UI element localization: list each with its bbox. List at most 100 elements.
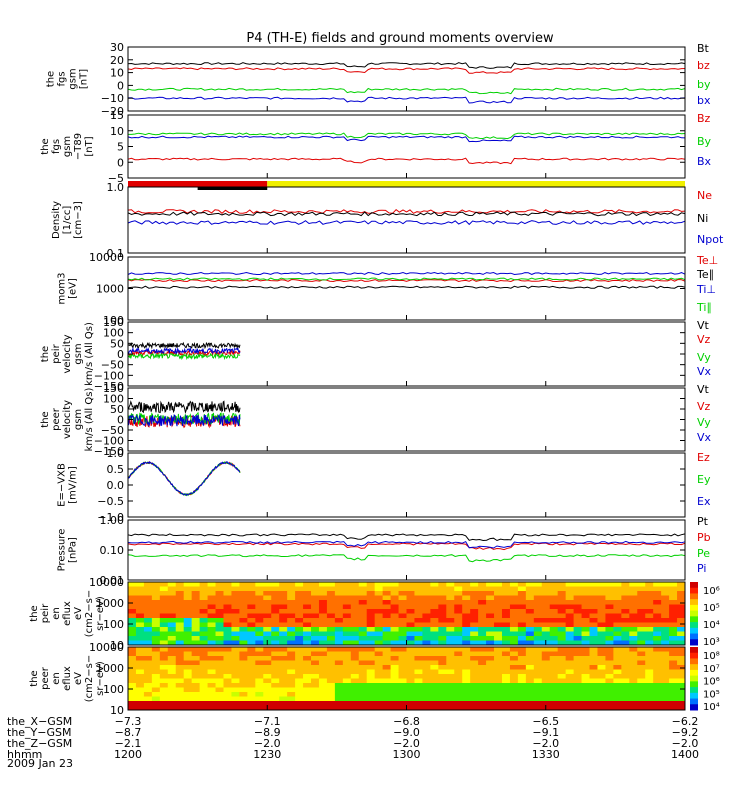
- heatmap-cell: [271, 665, 280, 670]
- heatmap-cell: [661, 705, 670, 711]
- heatmap-cell: [215, 687, 224, 693]
- heatmap-cell: [326, 651, 336, 657]
- heatmap-cell: [390, 636, 400, 641]
- heatmap-cell: [255, 674, 264, 679]
- heatmap-cell: [263, 613, 272, 619]
- heatmap-cell: [581, 647, 591, 652]
- heatmap-cell: [358, 701, 368, 706]
- heatmap-cell: [231, 705, 240, 711]
- heatmap-cell: [215, 618, 224, 623]
- heatmap-cell: [159, 669, 169, 675]
- legend-entry: Vz: [697, 400, 711, 413]
- heatmap-cell: [143, 636, 153, 641]
- heatmap-cell: [374, 631, 384, 637]
- heatmap-cell: [597, 683, 606, 688]
- heatmap-cell: [223, 665, 232, 670]
- heatmap-cell: [494, 660, 503, 666]
- heatmap-cell: [573, 609, 583, 614]
- heatmap-cell: [390, 674, 400, 679]
- heatmap-cell: [478, 678, 487, 684]
- heatmap-cell: [589, 631, 598, 637]
- y-tick-label: 10: [110, 639, 124, 652]
- heatmap-cell: [215, 631, 224, 637]
- series-line-bx: [127, 96, 686, 104]
- heatmap-cell: [247, 669, 256, 675]
- heatmap-cell: [446, 622, 455, 628]
- heatmap-cell: [406, 656, 415, 661]
- y-tick-label: 0: [117, 156, 124, 169]
- heatmap-cell: [494, 647, 503, 652]
- heatmap-cell: [509, 692, 519, 697]
- series-line-Ex: [127, 461, 241, 497]
- heatmap-cell: [501, 669, 511, 675]
- heatmap-cell: [207, 647, 217, 652]
- heatmap-cell: [303, 651, 312, 657]
- heatmap-cell: [589, 647, 598, 652]
- heatmap-cell: [231, 640, 240, 646]
- heatmap-cell: [669, 613, 678, 619]
- heatmap-cell: [629, 701, 638, 706]
- heatmap-cell: [279, 656, 288, 661]
- heatmap-cell: [374, 665, 384, 670]
- heatmap-cell: [581, 640, 591, 646]
- heatmap-cell: [605, 647, 614, 652]
- heatmap-cell: [486, 613, 495, 619]
- heatmap-cell: [239, 609, 248, 614]
- heatmap-cell: [501, 613, 511, 619]
- heatmap-cell: [573, 586, 583, 592]
- heatmap-cell: [342, 591, 352, 596]
- heatmap-cell: [470, 631, 479, 637]
- heatmap-cell: [279, 705, 288, 711]
- heatmap-cell: [175, 600, 185, 605]
- heatmap-cell: [494, 669, 503, 675]
- heatmap-cell: [581, 687, 591, 693]
- heatmap-cell: [135, 627, 145, 632]
- heatmap-cell: [517, 622, 527, 628]
- heatmap-cell: [525, 586, 535, 592]
- y-tick-label: −5: [108, 172, 124, 185]
- heatmap-cell: [311, 683, 320, 688]
- heatmap-cell: [382, 591, 392, 596]
- heatmap-cell: [669, 591, 678, 596]
- heatmap-cell: [613, 586, 622, 592]
- heatmap-cell: [311, 604, 320, 610]
- heatmap-cell: [509, 674, 519, 679]
- heatmap-cell: [581, 609, 591, 614]
- colorbar-segment: [690, 627, 698, 635]
- heatmap-cell: [271, 582, 280, 587]
- heatmap-cell: [597, 692, 606, 697]
- heatmap-cell: [462, 613, 471, 619]
- heatmap-cell: [151, 651, 161, 657]
- heatmap-cell: [557, 687, 567, 693]
- heatmap-cell: [358, 656, 368, 661]
- heatmap-cell: [183, 627, 193, 632]
- heatmap-cell: [422, 627, 431, 632]
- heatmap-cell: [271, 640, 280, 646]
- legend-entry: Pe: [697, 547, 710, 560]
- orbit-value: 1330: [532, 748, 560, 761]
- heatmap-cell: [279, 660, 288, 666]
- heatmap-cell: [669, 678, 678, 684]
- heatmap-cell: [374, 627, 384, 632]
- heatmap-cell: [446, 640, 455, 646]
- heatmap-cell: [279, 591, 288, 596]
- heatmap-cell: [318, 600, 328, 605]
- heatmap-cell: [406, 674, 415, 679]
- heatmap-cell: [239, 636, 248, 641]
- heatmap-cell: [334, 692, 344, 697]
- heatmap-cell: [350, 701, 360, 706]
- heatmap-cell: [589, 600, 598, 605]
- heatmap-cell: [613, 600, 622, 605]
- heatmap-cell: [581, 683, 591, 688]
- heatmap-cell: [207, 701, 217, 706]
- heatmap-cell: [509, 665, 519, 670]
- heatmap-cell: [470, 627, 479, 632]
- heatmap-cell: [509, 705, 519, 711]
- heatmap-cell: [430, 660, 439, 666]
- legend-entry: Vy: [697, 416, 711, 429]
- heatmap-cell: [358, 669, 368, 675]
- heatmap-cell: [509, 696, 519, 702]
- heatmap-cell: [645, 692, 654, 697]
- heatmap-cell: [525, 582, 535, 587]
- y-axis-label: the: [40, 346, 51, 362]
